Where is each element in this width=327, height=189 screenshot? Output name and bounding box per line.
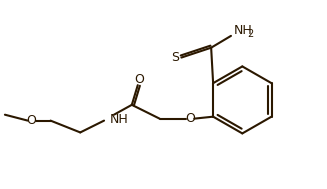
Text: 2: 2 [247,29,253,39]
Text: O: O [27,114,37,127]
Text: S: S [171,51,180,64]
Text: NH: NH [234,24,253,37]
Text: O: O [134,73,144,86]
Text: O: O [185,112,195,125]
Text: NH: NH [110,113,129,126]
